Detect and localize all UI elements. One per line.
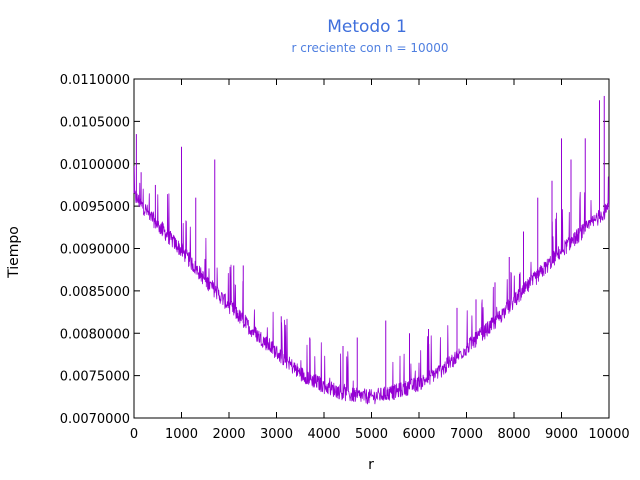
chart-subtitle: r creciente con n = 10000 <box>291 41 448 55</box>
x-tick-label: 7000 <box>450 427 483 442</box>
series-line <box>133 166 610 405</box>
x-tick-label: 2000 <box>212 427 245 442</box>
x-tick-label: 10000 <box>588 427 629 442</box>
plot-area: 0.0070000 0.0075000 0.0080000 0.0085000 0.00… <box>60 73 630 442</box>
x-tick-label: 3000 <box>260 427 293 442</box>
y-axis-label: Tiempo <box>6 226 22 279</box>
x-tick-label: 5000 <box>355 427 388 442</box>
x-tick-label: 1000 <box>165 427 198 442</box>
y-tick-label: 0.0075000 <box>60 370 130 385</box>
y-tick-label: 0.0085000 <box>60 285 130 300</box>
y-tick-label: 0.0090000 <box>60 243 130 258</box>
y-tick-label: 0.0095000 <box>60 200 130 215</box>
y-tick-label: 0.0070000 <box>60 412 130 427</box>
x-tick-label: 8000 <box>497 427 530 442</box>
x-tick-label: 4000 <box>307 427 340 442</box>
chart-title: Metodo 1 <box>327 17 407 37</box>
y-tick-label: 0.0105000 <box>60 115 130 130</box>
x-tick-label: 6000 <box>402 427 435 442</box>
x-tick-label: 0 <box>130 427 138 442</box>
y-tick-label: 0.0100000 <box>60 158 130 173</box>
x-tick-label: 9000 <box>545 427 578 442</box>
x-axis-label: r <box>368 457 374 473</box>
y-tick-label: 0.0080000 <box>60 327 130 342</box>
y-tick-label: 0.0110000 <box>60 73 130 88</box>
